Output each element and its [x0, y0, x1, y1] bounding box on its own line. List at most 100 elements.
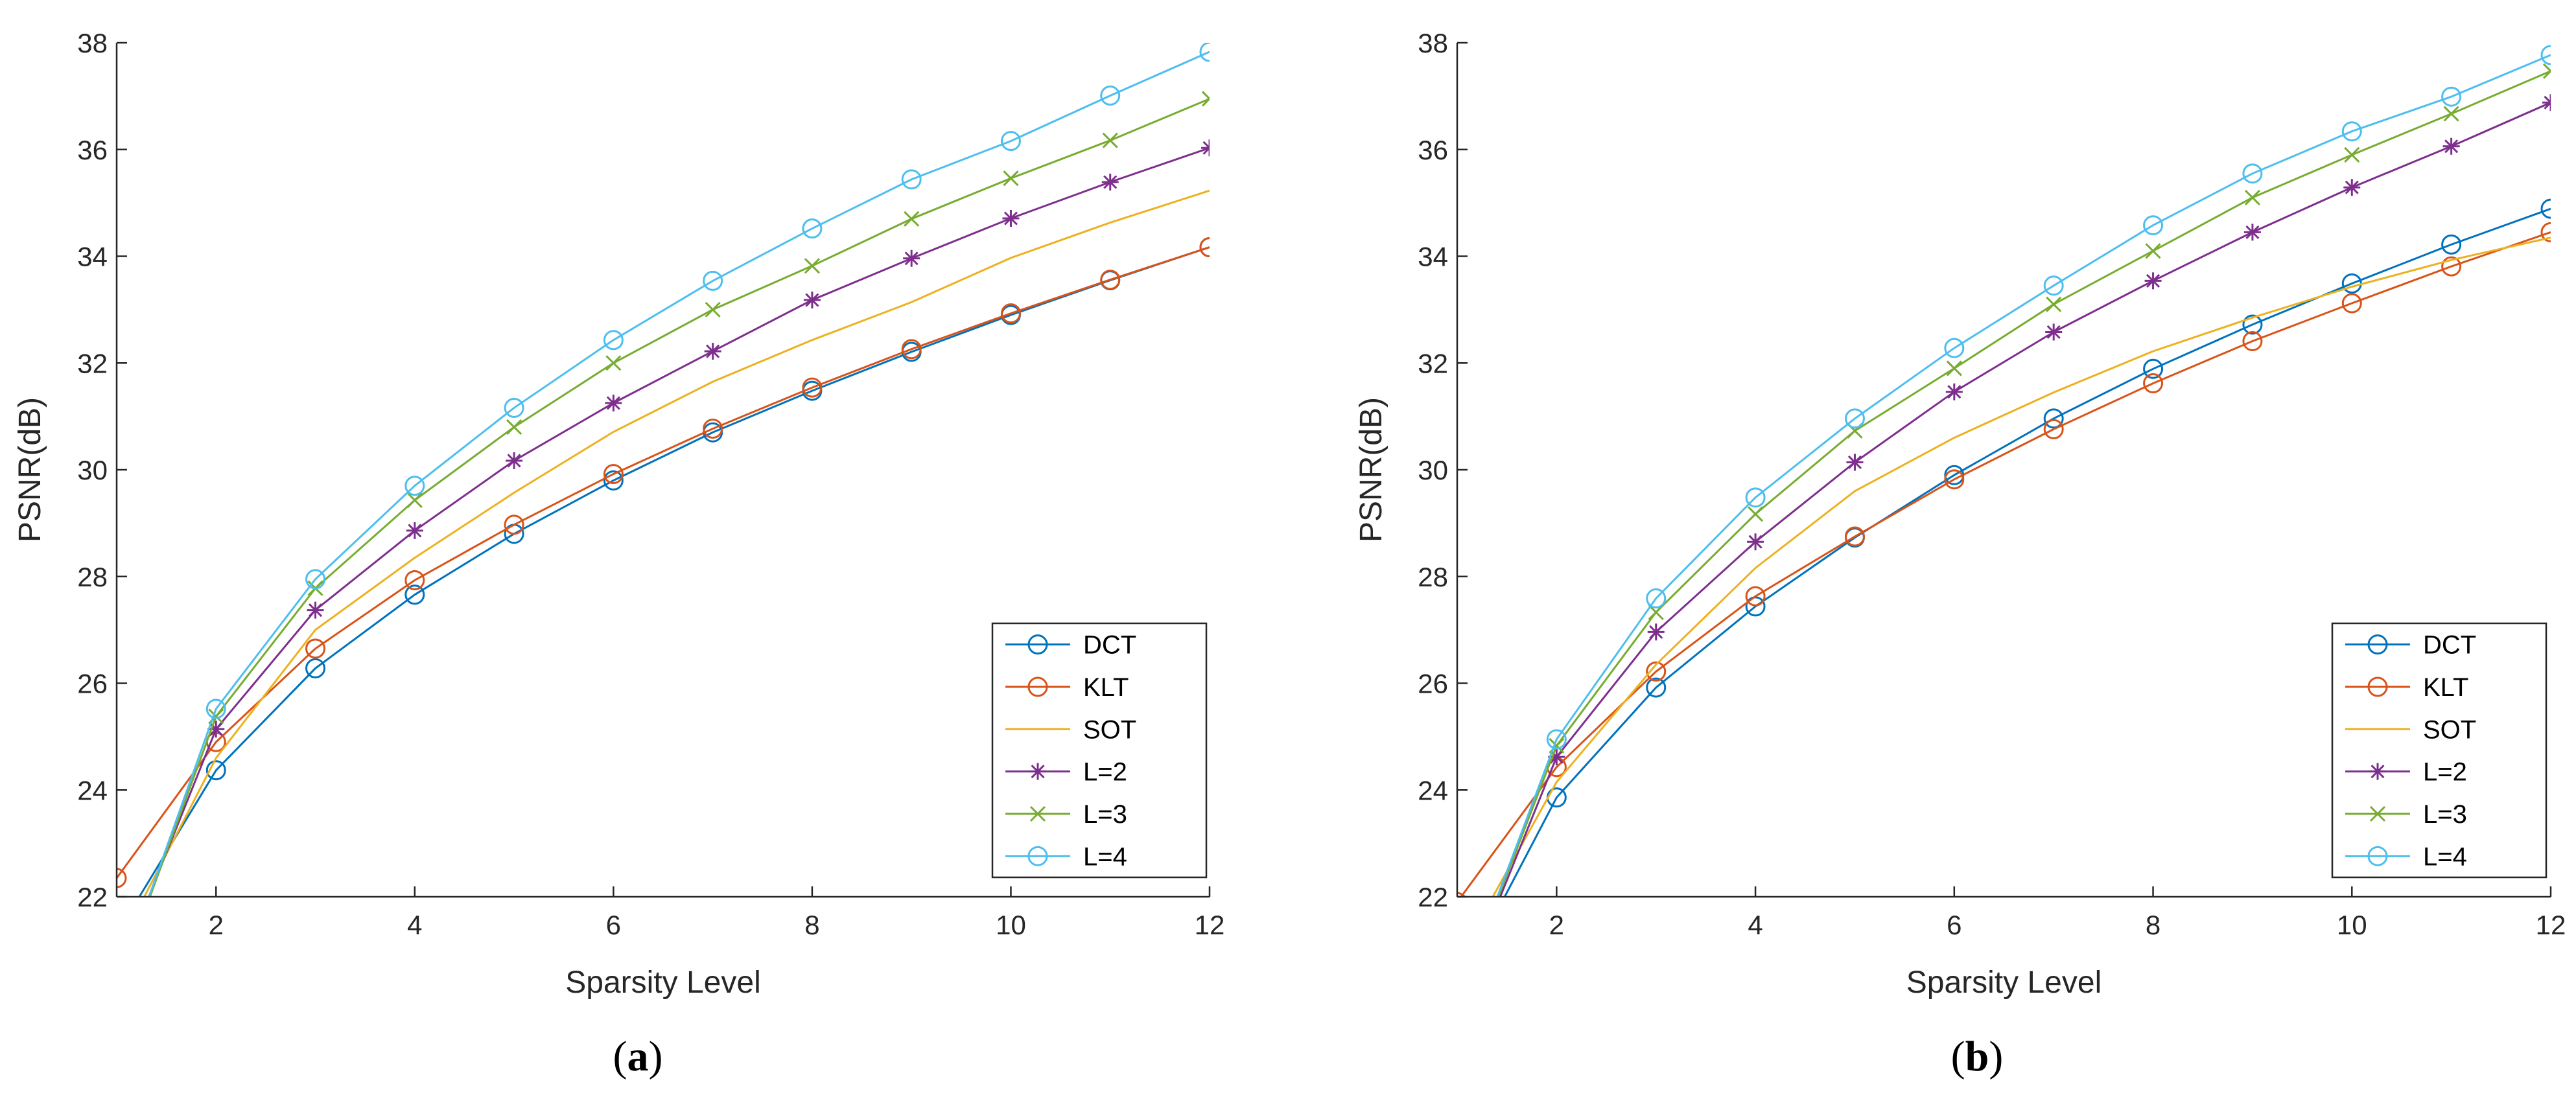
data-point-l4 [1000, 131, 1021, 152]
data-point-klt [703, 419, 723, 439]
series-line-dct [1503, 207, 2551, 897]
data-point-klt [2540, 222, 2551, 242]
data-point-l3 [2344, 146, 2360, 163]
series-line-l3 [148, 98, 1210, 897]
data-point-l2 [1548, 748, 1565, 766]
x-tick-label: 4 [407, 910, 422, 940]
data-point-l3 [1450, 997, 1464, 1011]
x-tick-label: 8 [2146, 910, 2160, 940]
data-point-l2 [2045, 323, 2063, 341]
y-tick-label: 38 [1418, 28, 1448, 58]
legend-marker [1029, 763, 1046, 780]
data-point-l4 [205, 698, 226, 719]
data-point-l2 [406, 522, 423, 539]
series-line-klt [117, 246, 1210, 879]
legend-item-klt: KLT [2345, 673, 2468, 702]
x-tick-label: 2 [1549, 910, 1564, 940]
data-point-dct [1448, 978, 1466, 997]
data-point-l4 [1546, 729, 1567, 750]
data-point-l4 [703, 270, 723, 291]
legend-marker [2369, 805, 2386, 822]
data-point-l4 [108, 978, 126, 997]
data-point-dct [108, 925, 126, 943]
legend: DCT KLT SOT L=2 L=3 L=4 [2331, 622, 2547, 879]
data-point-l2 [506, 452, 523, 469]
data-point-dct [1646, 677, 1667, 698]
legend-label: L=4 [1083, 842, 1127, 871]
legend-marker [2369, 763, 2386, 780]
data-point-klt [404, 570, 425, 591]
data-point-klt [2341, 293, 2362, 314]
legend-label: DCT [2423, 631, 2476, 660]
data-point-l2 [1945, 383, 1963, 400]
y-axis-label: PSNR(dB) [13, 397, 47, 542]
data-point-l4 [603, 330, 624, 351]
data-point-klt [603, 464, 624, 485]
data-point-dct [2242, 314, 2263, 335]
data-point-l4 [1448, 995, 1466, 1013]
data-point-klt [504, 514, 524, 535]
y-tick-label: 30 [1418, 455, 1448, 485]
data-point-dct [603, 470, 624, 491]
data-point-l4 [1745, 487, 1766, 508]
x-tick-label: 12 [1195, 910, 1225, 940]
legend-marker [1027, 676, 1048, 697]
legend-marker [1029, 805, 1046, 822]
legend-item-l3: L=3 [1005, 800, 1127, 829]
y-tick-label: 26 [1418, 669, 1448, 699]
x-axis-label: Sparsity Level [1906, 965, 2102, 1000]
y-tick-label: 32 [77, 348, 108, 378]
data-point-l4 [305, 569, 326, 590]
data-point-l3 [110, 980, 124, 995]
data-point-l3 [705, 301, 721, 317]
data-point-klt [117, 868, 127, 888]
data-point-l2 [2144, 272, 2162, 290]
data-point-l3 [2244, 189, 2260, 205]
data-point-l3 [506, 419, 522, 435]
data-point-l2 [803, 292, 821, 309]
data-point-l4 [802, 218, 823, 239]
data-point-l3 [1003, 170, 1019, 187]
legend-label: L=3 [2423, 800, 2467, 829]
data-point-klt [2242, 330, 2263, 351]
data-point-l3 [904, 211, 920, 227]
data-point-l4 [2540, 45, 2551, 65]
x-axis-label: Sparsity Level [565, 965, 760, 1000]
series-line-l4 [148, 51, 1210, 897]
data-point-l2 [1846, 454, 1864, 471]
legend-box [2331, 622, 2547, 879]
data-point-l3 [2145, 243, 2161, 259]
legend-label: L=2 [1083, 758, 1127, 787]
data-point-l3 [605, 355, 622, 371]
data-point-dct [404, 584, 425, 605]
data-point-l3 [2443, 106, 2459, 122]
data-point-dct [2540, 198, 2551, 219]
data-point-l2 [207, 721, 225, 738]
legend-label: SOT [1083, 715, 1136, 744]
legend-item-l3: L=3 [2345, 800, 2467, 829]
x-tick-label: 6 [1947, 910, 1961, 940]
y-tick-label: 22 [77, 882, 108, 912]
data-point-l2 [2442, 137, 2460, 155]
y-tick-label: 32 [1418, 348, 1448, 378]
data-point-l2 [1449, 995, 1466, 1012]
x-tick-label: 10 [996, 910, 1026, 940]
legend-marker [2367, 634, 2388, 655]
data-point-klt [802, 377, 823, 398]
data-point-l3 [2542, 63, 2551, 79]
legend-item-klt: KLT [1005, 673, 1129, 702]
legend-item-l2: L=2 [1005, 758, 1127, 787]
data-point-l3 [2046, 296, 2062, 312]
data-point-l4 [2242, 163, 2263, 184]
data-point-dct [2441, 234, 2462, 255]
data-point-l3 [1648, 604, 1664, 621]
y-tick-label: 28 [77, 562, 108, 592]
x-tick-label: 8 [804, 910, 819, 940]
data-point-l4 [404, 476, 425, 496]
legend-item-l4: L=4 [1005, 842, 1127, 871]
data-point-dct [2143, 358, 2164, 379]
series-line-klt [1460, 231, 2551, 897]
y-tick-label: 30 [77, 455, 108, 485]
data-point-klt [2143, 373, 2164, 394]
